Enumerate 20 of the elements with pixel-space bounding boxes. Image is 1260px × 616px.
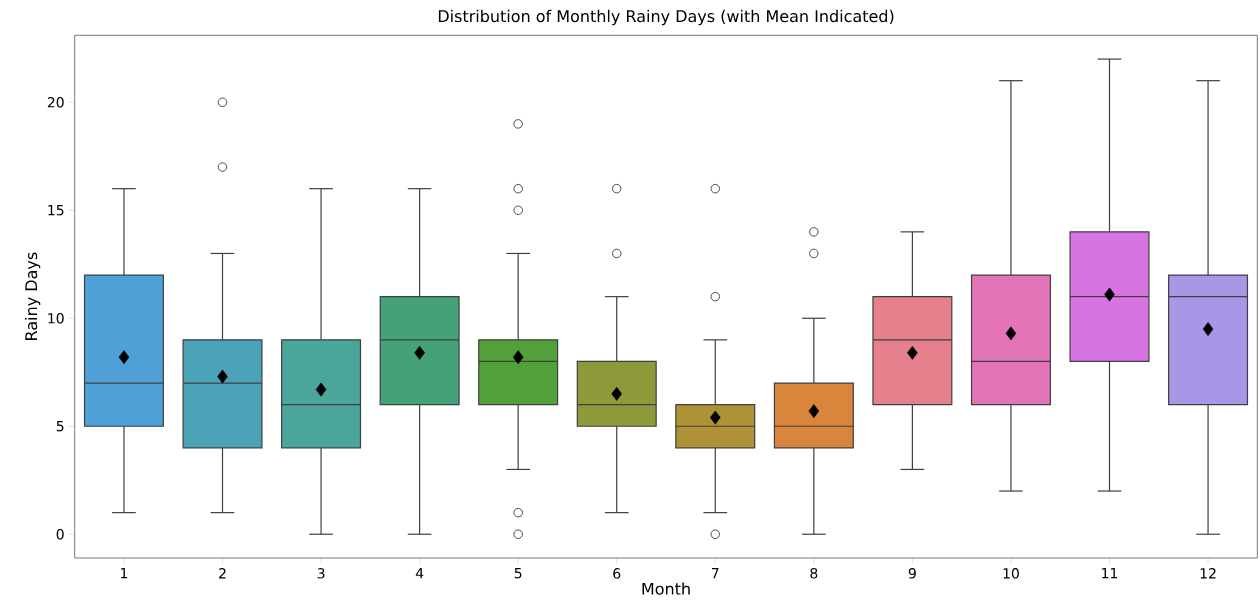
x-tick-label: 5: [514, 568, 522, 579]
x-axis-title: Month: [642, 582, 690, 595]
y-tick-label: 10: [48, 312, 64, 324]
x-tick-label: 10: [1003, 568, 1019, 579]
x-tick-label: 7: [711, 568, 719, 579]
y-tick-label: 5: [56, 421, 64, 432]
x-tick-label: 6: [613, 568, 621, 579]
x-tick-label: 11: [1102, 568, 1118, 579]
x-tick-label: 1: [121, 568, 128, 579]
chart-title: Distribution of Monthly Rainy Days (with Mean Indicated): [438, 9, 894, 26]
y-tick-label: 20: [47, 96, 64, 108]
x-tick-label: 9: [908, 568, 916, 579]
x-tick-label: 2: [219, 568, 226, 579]
y-axis-title: Rainy Days: [24, 252, 41, 340]
x-tick-label: 12: [1200, 568, 1216, 579]
x-tick-label: 4: [415, 568, 424, 579]
x-tick-label: 8: [810, 568, 818, 579]
x-tick-label: 3: [317, 568, 325, 579]
y-tick-label: 0: [56, 528, 64, 540]
y-tick-label: 15: [48, 205, 64, 216]
